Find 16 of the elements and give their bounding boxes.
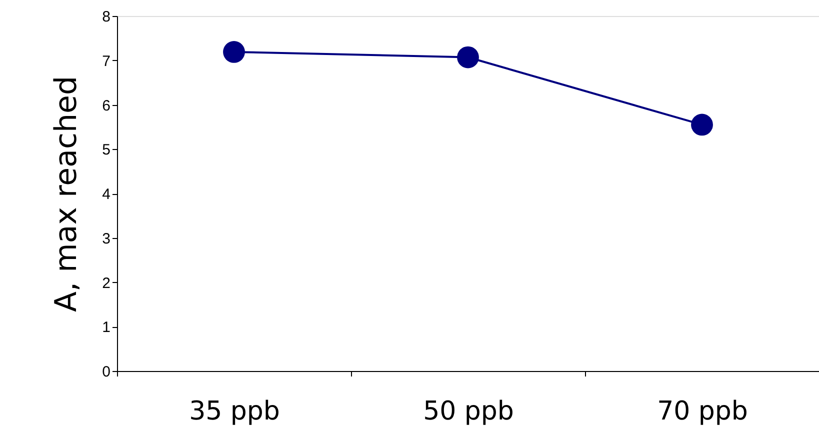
- y-tick-label: 2: [102, 274, 110, 292]
- y-axis-title: A, max reached: [49, 76, 84, 312]
- y-tick-label: 3: [102, 230, 110, 248]
- y-tick-label: 4: [102, 186, 110, 203]
- y-tick-label: 6: [102, 97, 110, 114]
- x-tick-label: 50 ppb: [423, 396, 514, 426]
- y-tick-label: 0: [102, 364, 110, 380]
- point: [457, 46, 479, 68]
- x-tick-label: 35 ppb: [189, 396, 280, 426]
- point: [223, 41, 245, 63]
- y-tick-label: 7: [102, 52, 110, 70]
- y-tick-label: 8: [102, 8, 110, 26]
- point: [691, 114, 713, 136]
- x-tick-label: 70 ppb: [657, 396, 748, 426]
- y-tick-label: 5: [102, 142, 110, 159]
- y-tick-label: 1: [102, 319, 110, 336]
